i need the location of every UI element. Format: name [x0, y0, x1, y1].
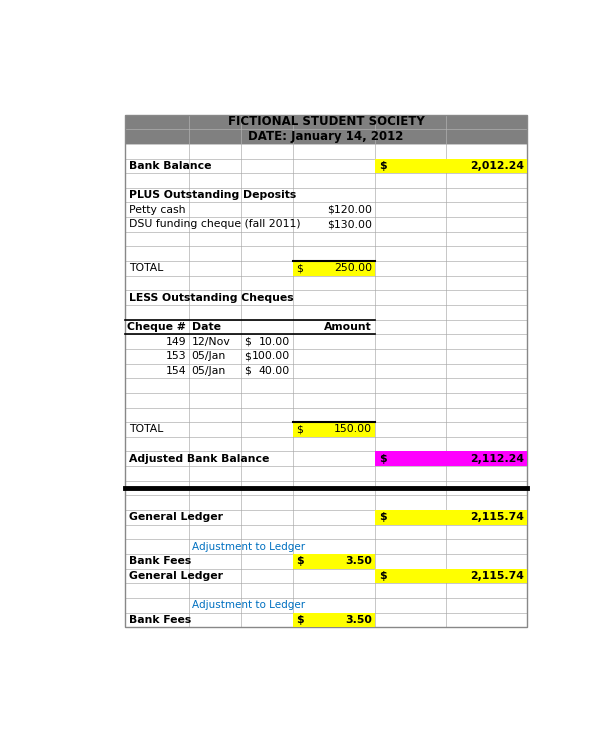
Bar	[293, 261, 375, 276]
Text: Adjustment to Ledger: Adjustment to Ledger	[192, 600, 305, 610]
Text: Bank Fees: Bank Fees	[129, 615, 191, 625]
Text: 2,115.74: 2,115.74	[470, 512, 524, 523]
Text: General Ledger: General Ledger	[129, 571, 223, 581]
Text: 2,012.24: 2,012.24	[470, 161, 524, 171]
Text: $: $	[244, 337, 251, 347]
Text: DATE: January 14, 2012: DATE: January 14, 2012	[248, 130, 404, 143]
Text: 250.00: 250.00	[334, 264, 372, 273]
Text: $: $	[379, 571, 386, 581]
Text: 12/Nov: 12/Nov	[192, 337, 230, 347]
Text: Adjustment to Ledger: Adjustment to Ledger	[192, 542, 305, 552]
Text: FICTIONAL STUDENT SOCIETY: FICTIONAL STUDENT SOCIETY	[228, 115, 424, 128]
Text: Amount: Amount	[325, 322, 372, 332]
Text: DSU funding cheque (fall 2011): DSU funding cheque (fall 2011)	[129, 220, 301, 229]
Text: $: $	[244, 366, 251, 376]
Text: 150.00: 150.00	[334, 424, 372, 434]
Text: $: $	[379, 512, 386, 523]
Text: 3.50: 3.50	[345, 615, 372, 625]
Text: PLUS Outstanding Deposits: PLUS Outstanding Deposits	[129, 190, 296, 200]
Text: 100.00: 100.00	[251, 351, 290, 361]
Text: $: $	[296, 615, 304, 625]
Text: Cheque #: Cheque #	[127, 322, 186, 332]
Text: 2,115.74: 2,115.74	[470, 571, 524, 581]
Text: Bank Fees: Bank Fees	[129, 556, 191, 566]
Text: Adjusted Bank Balance: Adjusted Bank Balance	[129, 454, 269, 464]
Text: 10.00: 10.00	[259, 337, 290, 347]
Text: 40.00: 40.00	[259, 366, 290, 376]
Bar	[125, 115, 527, 144]
Text: LESS Outstanding Cheques: LESS Outstanding Cheques	[129, 293, 293, 303]
Text: $120.00: $120.00	[327, 205, 372, 215]
Text: $: $	[296, 556, 304, 566]
Text: $130.00: $130.00	[327, 220, 372, 229]
Text: 3.50: 3.50	[345, 556, 372, 566]
Bar	[375, 510, 446, 525]
Bar	[293, 422, 375, 437]
Bar	[375, 158, 446, 173]
Text: 05/Jan: 05/Jan	[192, 351, 226, 361]
Bar	[446, 451, 527, 466]
Text: 153: 153	[166, 351, 186, 361]
Text: TOTAL: TOTAL	[129, 264, 163, 273]
Text: 05/Jan: 05/Jan	[192, 366, 226, 376]
Bar	[125, 115, 527, 627]
Text: Date: Date	[192, 322, 221, 332]
Bar	[375, 451, 446, 466]
Text: $: $	[244, 351, 251, 361]
Bar	[293, 554, 375, 569]
Bar	[293, 612, 375, 627]
Text: TOTAL: TOTAL	[129, 424, 163, 434]
Text: Bank Balance: Bank Balance	[129, 161, 211, 171]
Bar	[446, 510, 527, 525]
Text: 2,112.24: 2,112.24	[470, 454, 524, 464]
Text: 149: 149	[166, 337, 186, 347]
Text: $: $	[296, 424, 303, 434]
Text: $: $	[379, 454, 386, 464]
Text: $: $	[379, 161, 386, 171]
Bar	[375, 569, 446, 583]
Text: Petty cash: Petty cash	[129, 205, 185, 215]
Bar	[446, 158, 527, 173]
Bar	[446, 569, 527, 583]
Text: $: $	[296, 264, 303, 273]
Text: 154: 154	[166, 366, 186, 376]
Text: General Ledger: General Ledger	[129, 512, 223, 523]
